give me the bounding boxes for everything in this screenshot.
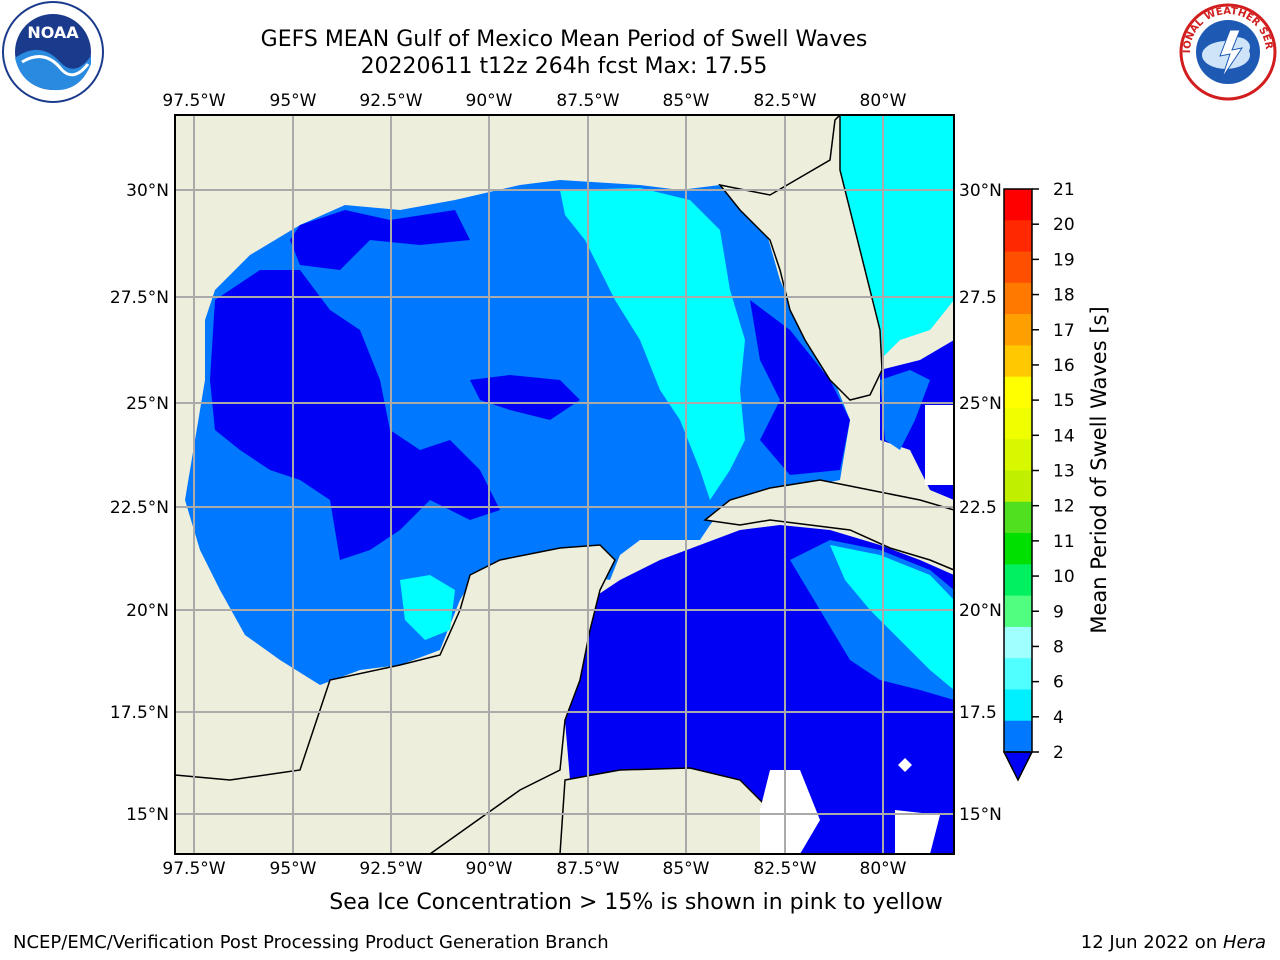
lon-tick-top: 82.5°W [753, 91, 816, 111]
caribbean-cyan [830, 545, 954, 690]
lat-tick-right: 27.5 [959, 288, 997, 308]
credit-text: NCEP/EMC/Verification Post Processing Pr… [13, 932, 609, 953]
date-text: 12 Jun 2022 on [1080, 932, 1223, 953]
lon-tick-bottom: 82.5°W [753, 859, 816, 879]
colorbar-tick-label: 12 [1053, 497, 1075, 517]
colorbar-segment [1004, 595, 1032, 628]
colorbar-tick-label: 8 [1053, 637, 1064, 657]
colorbar-tick-label: 13 [1053, 462, 1075, 482]
colorbar-tick-label: 6 [1053, 673, 1064, 693]
colorbar-tick-label: 14 [1053, 426, 1075, 446]
colorbar-tick-label: 15 [1053, 391, 1075, 411]
lon-tick-bottom: 97.5°W [162, 859, 225, 879]
gulf-cyan-tongue [560, 188, 745, 500]
colorbar-tick-label: 9 [1053, 602, 1064, 622]
gulf-deep-west [210, 270, 500, 560]
lon-tick-bottom: 87.5°W [556, 859, 619, 879]
lat-tick-left: 22.5°N [110, 498, 169, 518]
colorbar-segment [1004, 626, 1032, 659]
colorbar-segment [1004, 345, 1032, 378]
colorbar-segment [1004, 439, 1032, 471]
lat-tick-right: 20°N [959, 601, 1002, 621]
lat-tick-left: 27.5°N [110, 288, 169, 308]
lat-tick-left: 17.5°N [110, 703, 169, 723]
map-frame [174, 114, 955, 855]
noaa-logo: NOAA [2, 1, 104, 103]
lat-tick-right: 15°N [959, 805, 1002, 825]
ice-note: Sea Ice Concentration > 15% is shown in … [329, 890, 943, 915]
lat-tick-right: 30°N [959, 181, 1002, 201]
nodata-patch [760, 770, 820, 854]
colorbar-tick-label: 4 [1053, 708, 1064, 728]
colorbar-segment [1004, 658, 1032, 690]
colorbar-segment [1004, 407, 1032, 440]
gulf-deep-east [750, 300, 850, 475]
lat-tick-left: 15°N [126, 805, 169, 825]
colorbar-tick-label: 2 [1053, 743, 1064, 763]
colorbar-tick-label: 11 [1053, 532, 1075, 552]
colorbar-segment [1004, 376, 1032, 409]
lon-tick-bottom: 95°W [270, 859, 317, 879]
map-area [175, 115, 954, 854]
lon-tick-top: 97.5°W [162, 91, 225, 111]
chart-subtitle: 20220611 t12z 264h fcst Max: 17.55 [360, 54, 768, 79]
lat-tick-right: 25°N [959, 394, 1002, 414]
nodata-patch [895, 810, 940, 854]
colorbar-segment [1004, 314, 1032, 346]
colorbar-segment [1004, 564, 1032, 597]
colorbar-segment [1004, 533, 1032, 565]
colorbar-tick-label: 21 [1053, 180, 1075, 200]
central-america-land [559, 767, 791, 854]
lon-tick-top: 80°W [860, 91, 907, 111]
colorbar-tick-label: 20 [1053, 215, 1075, 235]
lon-tick-bottom: 90°W [466, 859, 513, 879]
colorbar-segment [1004, 189, 1032, 221]
colorbar-tick-label: 17 [1053, 321, 1075, 341]
colorbar [1004, 189, 1032, 753]
colorbar-tick-label: 16 [1053, 356, 1075, 376]
lon-tick-bottom: 80°W [860, 859, 907, 879]
colorbar-segment [1004, 251, 1032, 284]
lat-tick-right: 22.5 [959, 498, 997, 518]
lat-tick-left: 20°N [126, 601, 169, 621]
lat-tick-right: 17.5 [959, 703, 997, 723]
colorbar-segment [1004, 220, 1032, 253]
lon-tick-top: 92.5°W [359, 91, 422, 111]
colorbar-tick-label: 19 [1053, 250, 1075, 270]
nodata-patch [925, 405, 954, 485]
gulf-cyan-bay [400, 575, 455, 640]
nodata-patch [898, 758, 912, 772]
colorbar-tick-label: 10 [1053, 567, 1075, 587]
colorbar-segment [1004, 282, 1032, 315]
nws-logo: NATIONAL WEATHER SERVICE [1176, 0, 1277, 101]
colorbar-segment [1004, 470, 1032, 503]
colorbar-tick-label: 18 [1053, 286, 1075, 306]
colorbar-segment [1004, 501, 1032, 534]
bahamas-blue [880, 370, 930, 450]
yucatan-land [175, 544, 616, 854]
atlantic-water [835, 115, 954, 360]
host-name: Hera [1222, 932, 1266, 953]
gulf-deep-north [290, 210, 470, 270]
date-stamp: 12 Jun 2022 on Hera [1081, 932, 1266, 953]
lon-tick-bottom: 92.5°W [359, 859, 422, 879]
lon-tick-top: 85°W [663, 91, 710, 111]
graticule [175, 115, 954, 854]
noaa-logo-text: NOAA [27, 23, 79, 42]
lon-tick-top: 87.5°W [556, 91, 619, 111]
colorbar-segment [1004, 689, 1032, 722]
lat-tick-left: 30°N [126, 181, 169, 201]
lon-tick-bottom: 85°W [663, 859, 710, 879]
lon-tick-top: 95°W [270, 91, 317, 111]
colorbar-extend-arrow [1002, 751, 1034, 782]
chart-title: GEFS MEAN Gulf of Mexico Mean Period of … [260, 27, 868, 52]
colorbar-segment [1004, 720, 1032, 753]
colorbar-ticks: 21 20 19 18 17 16 15 14 13 12 11 10 9 8 6 4 2 [1032, 180, 1075, 763]
lat-tick-left: 25°N [126, 394, 169, 414]
lon-tick-top: 90°W [466, 91, 513, 111]
gulf-deep-central [470, 375, 580, 420]
colorbar-label: Mean Period of Swell Waves [s] [1087, 306, 1111, 633]
cuba-land [703, 479, 954, 571]
